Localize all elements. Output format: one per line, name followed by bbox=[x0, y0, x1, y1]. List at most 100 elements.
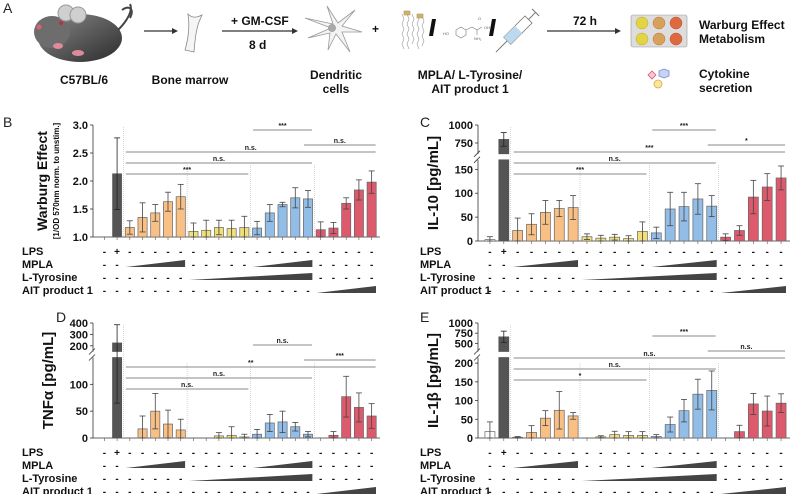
treatment-mark: - bbox=[103, 247, 106, 258]
treatment-mark: - bbox=[281, 487, 284, 494]
treatment-mark: - bbox=[571, 474, 574, 485]
dose-ramp bbox=[316, 286, 376, 293]
treatment-mark: - bbox=[115, 487, 118, 494]
treatment-mark: - bbox=[516, 487, 519, 494]
treatment-mark: - bbox=[613, 260, 616, 271]
treatment-mark: - bbox=[345, 448, 348, 459]
dose-ramp bbox=[720, 487, 786, 494]
treatment-mark: - bbox=[192, 286, 195, 297]
treatment-mark: - bbox=[205, 260, 208, 271]
axis-break-gap bbox=[475, 351, 481, 358]
treatment-mark: - bbox=[668, 487, 671, 494]
treatment-mark: - bbox=[217, 461, 220, 472]
bar bbox=[277, 204, 288, 238]
treatment-mark: + bbox=[114, 448, 120, 459]
treatment-mark: - bbox=[345, 247, 348, 258]
treatment-mark: - bbox=[585, 247, 588, 258]
treatment-mark: - bbox=[613, 286, 616, 297]
treatment-mark: - bbox=[268, 448, 271, 459]
svg-text:NH₂: NH₂ bbox=[474, 36, 482, 41]
treatment-mark: - bbox=[319, 474, 322, 485]
treatment-mark: - bbox=[115, 474, 118, 485]
treatment-mark: - bbox=[294, 448, 297, 459]
treatment-mark: - bbox=[724, 461, 727, 472]
treatment-mark: - bbox=[345, 474, 348, 485]
treatment-mark: - bbox=[141, 448, 144, 459]
treatment-mark: - bbox=[243, 448, 246, 459]
treatment-mark: - bbox=[370, 448, 373, 459]
treatment-mark: - bbox=[103, 448, 106, 459]
treatment-mark: - bbox=[370, 260, 373, 271]
dose-ramp bbox=[125, 461, 186, 468]
treatment-mark: - bbox=[281, 286, 284, 297]
schematic-graphics: HO NH₂ OH O bbox=[34, 3, 688, 89]
treatment-mark: - bbox=[655, 286, 658, 297]
treatment-mark: - bbox=[530, 474, 533, 485]
treatment-mark: - bbox=[558, 273, 561, 284]
significance-label: *** bbox=[680, 123, 688, 130]
label-cytokine-line2: secretion bbox=[699, 81, 753, 95]
treatment-mark: - bbox=[103, 273, 106, 284]
treatment-mark: - bbox=[502, 474, 505, 485]
axis-break-mark bbox=[88, 354, 96, 361]
treatment-mark: - bbox=[682, 286, 685, 297]
treatment-mark: - bbox=[544, 286, 547, 297]
y-tick-label: 500 bbox=[455, 338, 473, 350]
treatment-mark: - bbox=[243, 247, 246, 258]
label-warburg-line2: Metabolism bbox=[699, 32, 766, 46]
dose-ramp bbox=[582, 273, 717, 280]
axis-break-mark bbox=[473, 348, 481, 355]
treatment-mark: - bbox=[103, 286, 106, 297]
treatment-mark: - bbox=[179, 474, 182, 485]
well-plate-icon bbox=[630, 14, 688, 48]
treatment-mark: - bbox=[243, 461, 246, 472]
treatment-mark: - bbox=[306, 448, 309, 459]
treatment-mark: - bbox=[766, 461, 769, 472]
treatment-mark: - bbox=[154, 273, 157, 284]
y-tick-label: 50 bbox=[76, 406, 88, 418]
treatment-mark: - bbox=[179, 448, 182, 459]
dose-ramp bbox=[512, 260, 579, 267]
treatment-mark: - bbox=[599, 487, 602, 494]
label-cytokine-line1: Cytokine bbox=[699, 67, 750, 81]
treatment-mark: - bbox=[230, 247, 233, 258]
treatment-mark: - bbox=[103, 260, 106, 271]
treatment-mark: - bbox=[571, 448, 574, 459]
label-72h: 72 h bbox=[573, 14, 598, 28]
treatment-mark: - bbox=[516, 448, 519, 459]
treatment-mark: - bbox=[655, 487, 658, 494]
y-tick-label: 200 bbox=[455, 358, 473, 370]
mouse-icon bbox=[34, 3, 133, 62]
label-cytokine: Cytokine secretion bbox=[699, 67, 752, 95]
treatment-mark: - bbox=[613, 247, 616, 258]
label-8d: 8 d bbox=[249, 38, 267, 52]
y-axis-label: IL-10 [pg/mL] bbox=[425, 136, 442, 230]
treatment-mark: - bbox=[585, 448, 588, 459]
treatment-mark: - bbox=[558, 247, 561, 258]
treatment-mark: - bbox=[752, 461, 755, 472]
dose-ramp bbox=[189, 474, 313, 481]
dose-ramp bbox=[189, 273, 313, 280]
treatment-mark: - bbox=[544, 448, 547, 459]
significance-label: *** bbox=[336, 353, 344, 360]
treatment-mark: - bbox=[488, 461, 491, 472]
treatment-mark: - bbox=[724, 260, 727, 271]
dose-ramp bbox=[582, 474, 717, 481]
treatment-mark: - bbox=[530, 487, 533, 494]
y-axis-label: IL-1β [pg/mL] bbox=[425, 333, 442, 428]
significance-label: *** bbox=[278, 123, 286, 130]
significance-label: n.s. bbox=[334, 138, 346, 145]
y-tick-label: 1000 bbox=[449, 120, 473, 132]
treatment-mark: - bbox=[128, 286, 131, 297]
panel-letter-c: C bbox=[420, 114, 430, 130]
treatment-mark: - bbox=[613, 487, 616, 494]
y-tick-label: 50 bbox=[461, 414, 473, 426]
treatment-mark: - bbox=[558, 487, 561, 494]
significance-label: n.s. bbox=[213, 371, 225, 378]
label-dendritic-cells: Dendritic cells bbox=[296, 68, 376, 96]
treatment-row-label: L-Tyrosine bbox=[22, 473, 77, 485]
svg-text:HO: HO bbox=[443, 31, 449, 36]
y-tick-label: 750 bbox=[455, 138, 473, 150]
significance-label: * bbox=[579, 373, 582, 380]
y-tick-label: 100 bbox=[70, 379, 88, 391]
